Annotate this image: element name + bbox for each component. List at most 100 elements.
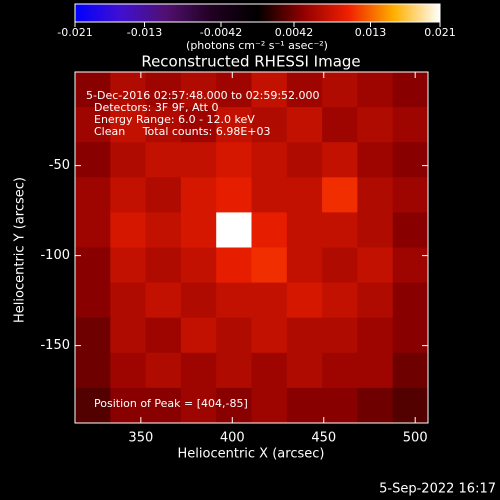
image-cell — [322, 247, 358, 284]
image-cell — [75, 107, 111, 143]
plot-frame — [74, 71, 429, 424]
image-cell — [75, 282, 111, 319]
image-cell — [145, 282, 182, 319]
annotation: Clean Total counts: 6.98E+03 — [94, 125, 271, 138]
image-cell — [322, 177, 358, 213]
image-cell — [392, 177, 429, 213]
image-cell — [145, 387, 182, 424]
image-cell — [216, 212, 252, 248]
image-cell — [392, 282, 429, 319]
image-cell — [180, 177, 217, 213]
image-cell — [322, 72, 358, 108]
image-cell — [251, 107, 288, 143]
x-tick-label: 450 — [311, 431, 336, 446]
image-cell — [322, 142, 358, 178]
x-axis-label: Heliocentric X (arcsec) — [178, 447, 325, 462]
image-cell — [357, 247, 394, 284]
image-cell — [110, 282, 147, 319]
image-cell — [286, 352, 323, 389]
image-cell — [216, 387, 252, 424]
image-cell — [180, 142, 217, 178]
image-cell — [392, 317, 429, 354]
image-cell — [357, 142, 394, 178]
image-cell — [180, 72, 217, 108]
image-cell — [357, 177, 394, 213]
colorbar-label: (photons cm⁻² s⁻¹ asec⁻²) — [186, 39, 328, 52]
colorbar-tick-label: -0.0042 — [200, 26, 242, 39]
image-cell — [75, 317, 111, 354]
image-cell — [75, 352, 111, 389]
peak-label: Position of Peak = [404,-85] — [94, 397, 248, 410]
image-cell — [145, 352, 182, 389]
image-cell — [180, 107, 217, 143]
image-cell — [251, 212, 288, 248]
image-cell — [286, 387, 323, 424]
image-cell — [322, 387, 358, 424]
image-cell — [357, 72, 394, 108]
image-cell — [286, 107, 323, 143]
image-cell — [251, 177, 288, 213]
image-cell — [392, 352, 429, 389]
image-cell — [322, 352, 358, 389]
image-cell — [110, 72, 147, 108]
annotation: Energy Range: 6.0 - 12.0 keV — [94, 113, 255, 126]
image-cell — [357, 317, 394, 354]
image-cell — [286, 247, 323, 284]
image-cell — [216, 107, 252, 143]
image-cell — [110, 352, 147, 389]
image-cell — [110, 387, 147, 424]
image-cell — [286, 317, 323, 354]
image-cell — [216, 352, 252, 389]
image-cell — [145, 212, 182, 248]
image-cell — [75, 387, 111, 424]
image-cell — [322, 107, 358, 143]
image-cell — [216, 282, 252, 319]
image-cell — [286, 142, 323, 178]
image-cell — [251, 142, 288, 178]
image-cell — [392, 247, 429, 284]
image-cell — [145, 317, 182, 354]
image-cell — [110, 247, 147, 284]
colorbar-tick-label: 0.013 — [355, 26, 387, 39]
image-cell — [357, 352, 394, 389]
image-cell — [357, 212, 394, 248]
annotation: Detectors: 3F 9F, Att 0 — [94, 101, 218, 114]
image-cell — [110, 107, 147, 143]
image-cell — [180, 247, 217, 284]
y-tick-label: -50 — [49, 158, 70, 173]
y-tick-label: -150 — [40, 338, 70, 353]
x-tick-label: 400 — [220, 431, 245, 446]
x-tick-label: 500 — [403, 431, 428, 446]
annotation: 5-Dec-2016 02:57:48.000 to 02:59:52.000 — [86, 89, 320, 102]
image-cell — [180, 317, 217, 354]
image-cell — [286, 282, 323, 319]
image-cell — [75, 212, 111, 248]
image-cell — [357, 107, 394, 143]
image-cell — [216, 142, 252, 178]
image-cell — [216, 72, 252, 108]
image — [75, 72, 429, 424]
image-cell — [75, 177, 111, 213]
image-cell — [216, 317, 252, 354]
image-cell — [110, 317, 147, 354]
image-cell — [75, 142, 111, 178]
image-cell — [392, 72, 429, 108]
image-cell — [322, 317, 358, 354]
chart-title: Reconstructed RHESSI Image — [141, 53, 360, 71]
image-cell — [145, 107, 182, 143]
colorbar — [74, 3, 441, 23]
image-cell — [180, 387, 217, 424]
y-tick-label: -100 — [40, 248, 70, 263]
colorbar-tick-label: -0.013 — [127, 26, 162, 39]
image-cell — [392, 387, 429, 424]
image-cell — [110, 212, 147, 248]
colorbar-tick-label: 0.021 — [424, 26, 456, 39]
image-cell — [145, 142, 182, 178]
image-cell — [392, 107, 429, 143]
image-cell — [286, 212, 323, 248]
image-cell — [145, 247, 182, 284]
image-cell — [286, 177, 323, 213]
colorbar-tick-label: -0.021 — [57, 26, 92, 39]
